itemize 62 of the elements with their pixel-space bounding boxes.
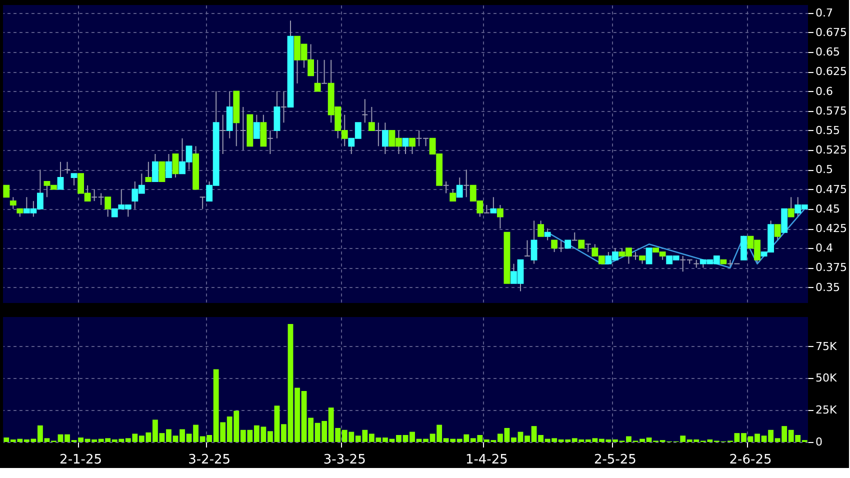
candlestick bbox=[267, 130, 274, 154]
y-tick-label: 0.675 bbox=[816, 26, 847, 39]
x-tick-label: 3-2-25 bbox=[188, 452, 231, 468]
candlestick bbox=[253, 114, 260, 139]
candlestick bbox=[646, 248, 652, 264]
candlestick bbox=[158, 161, 166, 182]
y-tick-label: 0.5 bbox=[816, 163, 833, 176]
candlestick bbox=[497, 204, 504, 229]
candlestick bbox=[774, 224, 781, 241]
candlestick bbox=[70, 173, 78, 186]
candlestick bbox=[3, 184, 10, 198]
candlestick bbox=[781, 208, 788, 233]
candlestick bbox=[442, 180, 450, 194]
candlestick bbox=[145, 161, 152, 182]
y-tick-label: 0.475 bbox=[816, 182, 847, 196]
y-tick-label: 0.4 bbox=[816, 242, 833, 255]
candlestick bbox=[375, 122, 382, 147]
y-tick-label: 0.35 bbox=[816, 280, 840, 294]
y-tick-label: 0.575 bbox=[816, 104, 847, 118]
candlestick bbox=[220, 114, 226, 154]
candlestick bbox=[524, 240, 530, 256]
y-tick-label: 75K bbox=[816, 340, 838, 353]
x-tick-label: 2-6-25 bbox=[729, 452, 772, 468]
y-tick-label: 50K bbox=[816, 372, 838, 385]
y-tick-label: 0.65 bbox=[816, 46, 840, 59]
candlestick bbox=[166, 154, 172, 178]
y-tick-label: 0.6 bbox=[816, 84, 833, 98]
candlestick bbox=[544, 228, 551, 241]
candlestick bbox=[321, 59, 328, 84]
candlestick bbox=[240, 106, 246, 151]
candlestick bbox=[483, 204, 490, 214]
candlestick bbox=[362, 98, 368, 124]
candlestick bbox=[402, 138, 409, 154]
y-tick-label: 0.525 bbox=[816, 144, 847, 157]
candlestick bbox=[450, 188, 456, 202]
y-tick-label: 0 bbox=[816, 436, 822, 448]
candlestick bbox=[558, 240, 564, 253]
y-tick-label: 0.7 bbox=[816, 6, 833, 20]
x-tick-label: 1-4-25 bbox=[465, 452, 508, 468]
candlestick bbox=[632, 252, 639, 260]
y-tick-label: 25K bbox=[816, 404, 838, 417]
candlestick bbox=[10, 196, 16, 210]
candlestick bbox=[584, 244, 592, 253]
candlestick bbox=[199, 196, 206, 210]
candlestick bbox=[280, 90, 287, 124]
candlestick bbox=[571, 232, 578, 241]
x-tick-label: 2-1-25 bbox=[60, 452, 102, 468]
candlestick bbox=[538, 220, 544, 237]
candlestick bbox=[463, 169, 470, 198]
y-tick-label: 0.45 bbox=[816, 202, 840, 216]
x-tick-label: 2-5-25 bbox=[594, 452, 636, 468]
candlestick bbox=[152, 154, 158, 182]
candlestick bbox=[64, 161, 70, 174]
y-tick-label: 0.425 bbox=[816, 222, 847, 235]
y-tick-label: 0.55 bbox=[816, 124, 840, 137]
y-tick-label: 0.625 bbox=[816, 65, 847, 78]
candlestick bbox=[740, 236, 747, 260]
candlestick bbox=[172, 154, 179, 178]
y-tick-label: 0.375 bbox=[816, 261, 847, 274]
x-tick-label: 3-3-25 bbox=[323, 452, 366, 468]
candlestick bbox=[57, 161, 64, 190]
candlestick bbox=[788, 196, 794, 218]
